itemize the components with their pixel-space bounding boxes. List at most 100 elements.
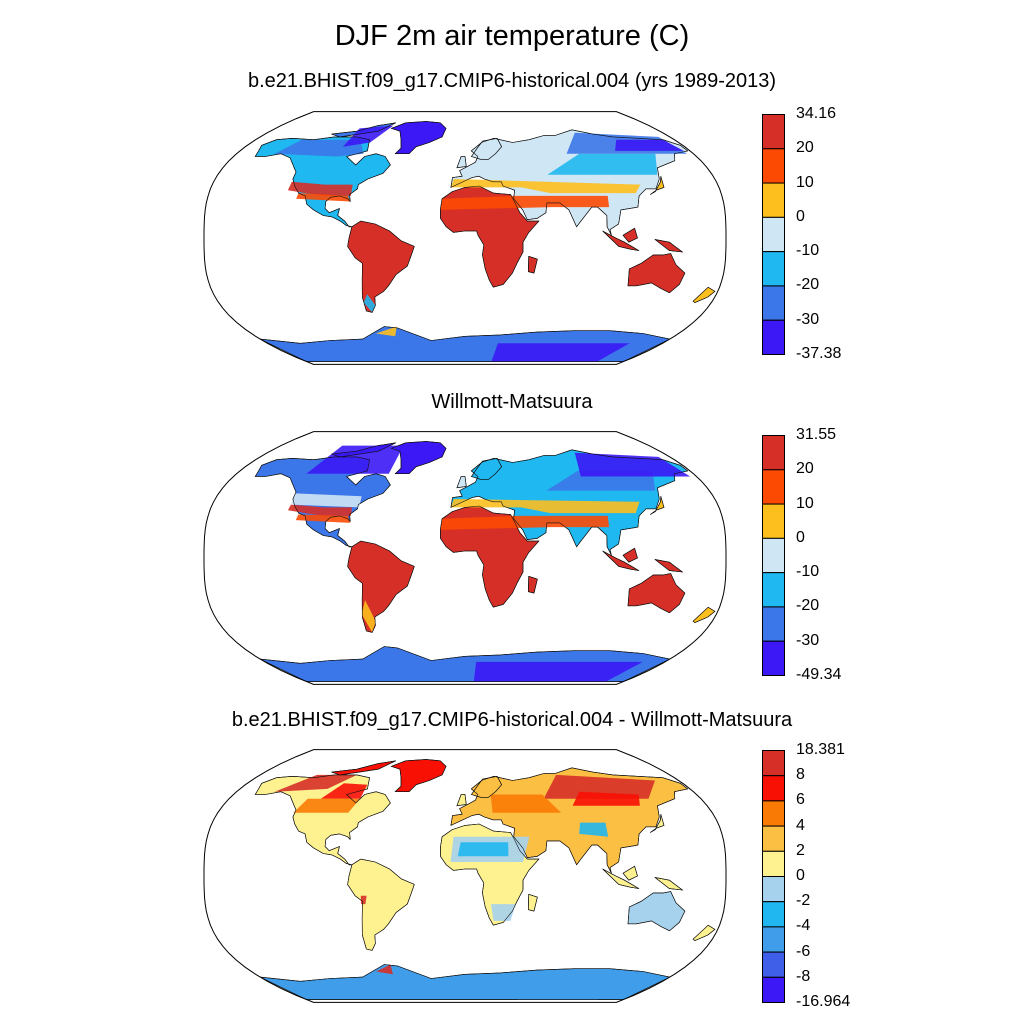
temperature-region [293,798,361,813]
coastline [259,646,671,682]
land-greenland [391,121,447,154]
colorbar-diff: 18.381 8 6 4 2 0 -2 -4 -6 -8 -16.964 [762,742,872,1010]
temperature-region [517,981,630,1000]
colorbar-swatch [762,114,785,150]
land-southAmerica [347,540,415,633]
coastline [259,326,671,362]
colorbar-swatch [762,606,785,642]
map-diff [203,749,727,1003]
colorbar-tick-label: -8 [796,967,811,985]
coastline [654,239,684,253]
coastline [440,505,540,608]
coastline [627,253,686,294]
map-land [254,121,716,362]
colorbar-tick-label: 8 [796,766,805,784]
colorbar-model: 34.16 20 10 0 -10 -20 -30 -37.38 [762,106,872,362]
colorbar-tick-label: 6 [796,791,805,809]
colorbar-swatch [762,876,785,903]
panel-title-diff: b.e21.BHIST.f09_g17.CMIP6-historical.004… [231,709,793,731]
coastline [527,255,538,274]
temperature-region [306,445,404,474]
colorbar-tick-label: 2 [796,841,805,859]
map-model [203,111,727,365]
temperature-region [363,294,376,313]
coastline [692,606,716,623]
coastline [254,774,391,866]
temperature-region [457,842,509,857]
colorbar-swatch [762,775,785,802]
temperature-region [274,774,357,792]
coastline [331,760,396,776]
colorbar-tick-label: -6 [796,942,811,960]
coastline [390,441,447,474]
coastline [692,924,716,941]
colorbar-tick-label: -49.34 [796,666,842,683]
coastline [331,442,396,458]
coastline [622,865,638,881]
coastline [254,136,391,228]
colorbar-tick-label: 4 [796,816,805,834]
temperature-region [450,179,641,194]
temperature-region [320,783,368,799]
temperature-region [440,195,610,210]
temperature-region [342,125,394,147]
colorbar-swatch [762,976,785,1003]
temperature-region [274,139,364,157]
colorbar-swatch [762,850,785,878]
colorbar-swatch [762,285,785,321]
colorbar-swatch [762,182,785,218]
map-land [254,441,716,682]
land-southAmerica [347,858,415,951]
colorbar-swatch [762,469,785,505]
colorbar-tick-label: 31.55 [796,426,837,443]
temperature-region [376,964,393,975]
colorbar-swatch [762,435,785,471]
colorbar-swatches [762,114,785,355]
coastline [450,449,689,556]
colorbar-swatches [762,435,785,676]
coastline [331,122,396,138]
colorbar-tick-label: -16.964 [796,993,851,1010]
temperature-region [615,139,684,151]
colorbar-tick-label: -20 [796,597,820,615]
temperature-region [287,504,353,516]
temperature-region [572,791,640,806]
colorbar-swatch [762,926,785,953]
map-outline [203,749,727,1003]
colorbar-tick-label: 34.16 [796,105,837,122]
colorbar-tick-label: 0 [796,867,805,884]
colorbar-tick-label: 10 [796,173,814,191]
colorbar-swatch [762,800,785,827]
coastline [622,227,638,243]
land-britain [456,476,467,489]
temperature-region [579,822,609,837]
temperature-region [450,499,640,514]
coastline [456,476,467,489]
coastline [470,457,502,480]
land-arcticIslands [331,760,396,776]
colorbar-swatch [762,750,785,777]
map-obs [203,431,727,685]
coastline [450,129,689,236]
temperature-region [287,181,353,196]
map-land [254,759,716,1000]
coastline [654,559,684,573]
map-outline [203,111,727,365]
temperature-region [473,661,643,682]
coastline [347,540,415,633]
coastline [440,823,540,926]
panel-title-model: b.e21.BHIST.f09_g17.CMIP6-historical.004… [247,70,777,92]
coastline [692,286,716,303]
temperature-region [491,904,516,921]
colorbar-swatch [762,148,785,184]
coastline [602,868,640,889]
coastline [527,893,538,912]
temperature-region [361,600,376,633]
coastline [650,176,665,195]
colorbar-tick-label: 18.381 [796,741,845,758]
colorbar-tick-label: 10 [796,494,814,512]
colorbar-swatch [762,319,785,355]
colorbar-swatch [762,537,785,574]
main-title: DJF 2m air temperature (C) [334,20,690,52]
colorbar-tick-label: -2 [796,892,811,910]
